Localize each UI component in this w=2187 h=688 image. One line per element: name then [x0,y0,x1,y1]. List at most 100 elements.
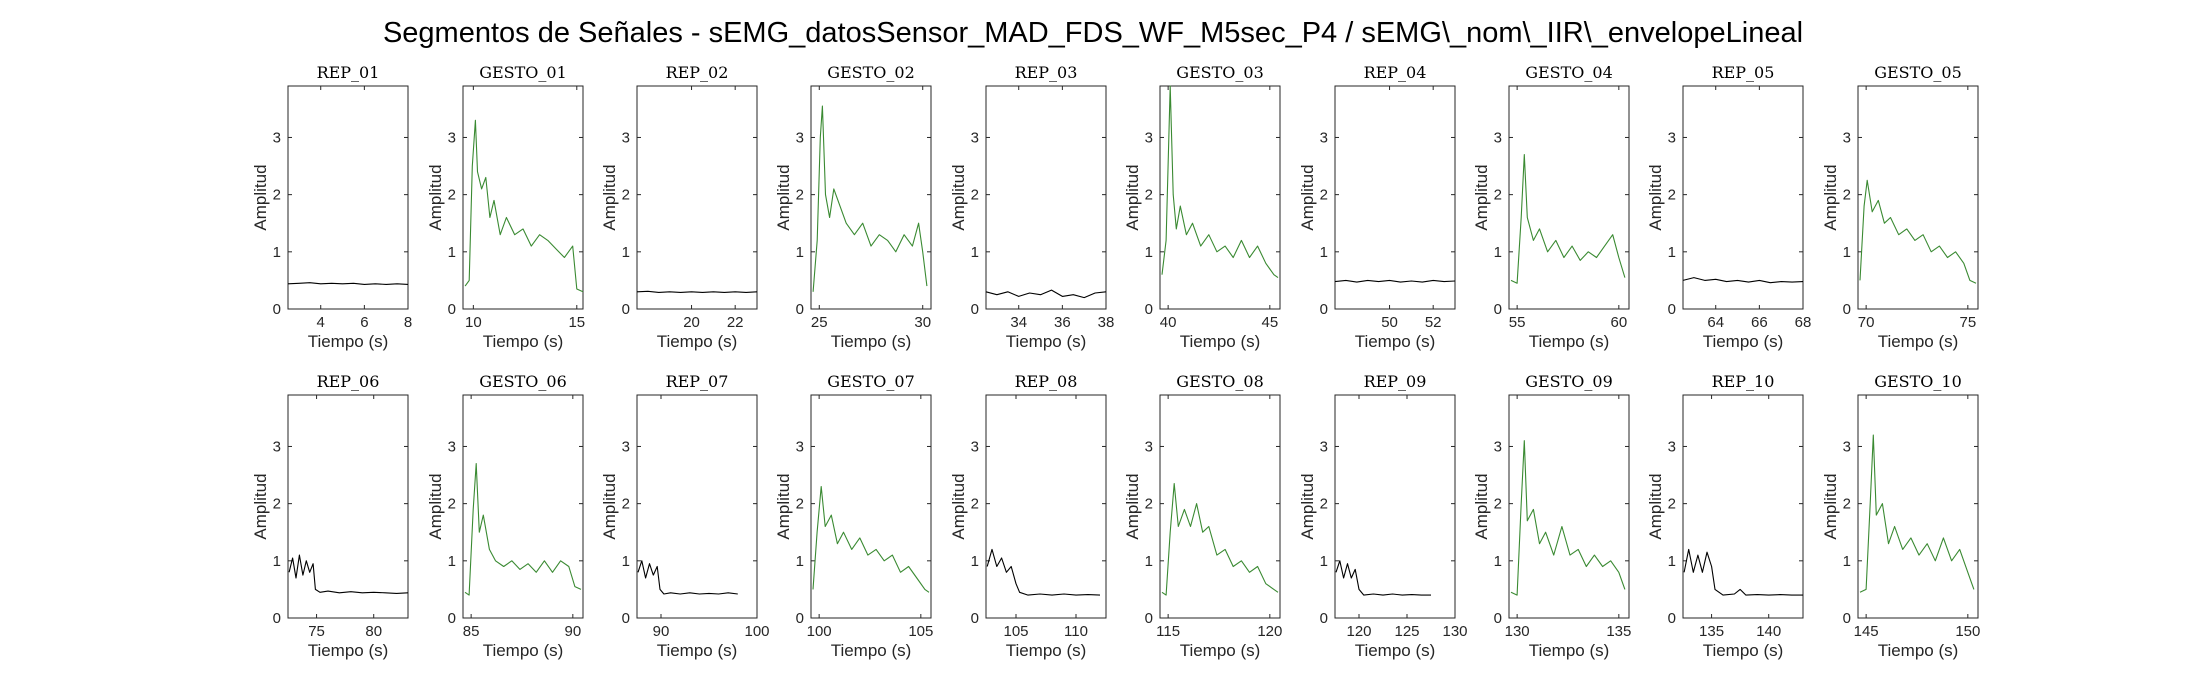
panel-10-series-line [288,554,409,594]
panel-7-title: GESTO_04 [1525,63,1613,82]
panel-16-ytick-label-3: 3 [1320,438,1328,455]
panel-6-ytick-label-1: 1 [1320,244,1328,261]
panel-7-ylabel: Amplitud [1472,164,1491,230]
panel-17-ytick-label-2: 2 [1494,496,1502,513]
panel-7-ytick-label-2: 2 [1494,187,1502,204]
panel-17-ytick-label-3: 3 [1494,438,1502,455]
panel-1-ytick-label-0: 0 [448,301,456,318]
panel-16-xtick-label-1: 125 [1394,623,1419,640]
panel-19-xtick-label-1: 150 [1955,623,1980,640]
panel-2-ylabel: Amplitud [600,164,619,230]
panel-12-ytick-label-1: 1 [622,553,630,570]
panel-9-ytick-label-0: 0 [1843,301,1851,318]
panel-14-ylabel: Amplitud [949,473,968,539]
panel-18-ytick-label-0: 0 [1668,610,1676,627]
panel-6-ytick-label-3: 3 [1320,129,1328,146]
panel-1-xtick-label-0: 10 [465,314,482,331]
panel-19: 0 1 2 3 145 150 GESTO_10 Tiempo (s) Amplitud [1821,372,1980,660]
panel-4: 0 1 2 3 34 36 38 REP_03 Tiempo (s) Amplitud [949,63,1114,351]
panel-5-ytick-label-1: 1 [1145,244,1153,261]
panel-3-xtick-label-0: 25 [811,314,828,331]
panel-12: 0 1 2 3 90 100 REP_07 Tiempo (s) Amplitud [600,372,770,660]
panel-18-xtick-label-1: 140 [1756,623,1781,640]
figure-title: Segmentos de Señales - sEMG_datosSensor_… [383,17,1803,49]
panel-9-xtick-label-0: 70 [1858,314,1875,331]
panel-11-ytick-label-1: 1 [448,553,456,570]
panel-18-series-line [1683,548,1803,596]
panel-0-xtick-label-0: 4 [317,314,325,331]
panel-5-series-line [1161,85,1279,279]
panel-8-ylabel: Amplitud [1646,164,1665,230]
panel-12-xlabel: Tiempo (s) [657,641,738,660]
panel-5: 0 1 2 3 40 45 GESTO_03 Tiempo (s) Amplitud [1123,63,1281,351]
panel-16-xtick-label-2: 130 [1442,623,1467,640]
panel-2-ytick-label-0: 0 [622,301,630,318]
panel-16-plot-area [1334,394,1456,619]
panel-10-xtick-label-1: 80 [365,623,382,640]
panel-7: 0 1 2 3 55 60 GESTO_04 Tiempo (s) Amplitud [1472,63,1630,351]
panel-7-plot-area [1508,85,1630,310]
panel-14-ytick-label-2: 2 [971,496,979,513]
panel-3-ytick-label-3: 3 [796,129,804,146]
panel-9-plot-area [1857,85,1979,310]
panel-9-series-line [1859,179,1977,284]
panel-13-series-line [812,485,930,593]
panel-17-series-line [1510,440,1626,596]
panel-9-title: GESTO_05 [1874,63,1962,82]
panel-8-ytick-label-3: 3 [1668,129,1676,146]
panel-16-xlabel: Tiempo (s) [1355,641,1436,660]
panel-0-ytick-label-3: 3 [273,129,281,146]
panel-12-xtick-label-1: 100 [744,623,769,640]
panel-6-series-line [1334,279,1456,283]
panel-16-series-line [1335,560,1431,596]
panel-0-ylabel: Amplitud [251,164,270,230]
panel-17-ylabel: Amplitud [1472,473,1491,539]
panel-13-xlabel: Tiempo (s) [831,641,912,660]
panel-14-title: REP_08 [1015,372,1078,391]
panel-3-xlabel: Tiempo (s) [831,332,912,351]
panel-10-ytick-label-3: 3 [273,438,281,455]
panel-3-ytick-label-2: 2 [796,187,804,204]
panel-6-xtick-label-0: 50 [1381,314,1398,331]
panel-0-plot-area [287,85,409,310]
panel-16-xtick-label-0: 120 [1346,623,1371,640]
panel-12-ylabel: Amplitud [600,473,619,539]
panel-5-xlabel: Tiempo (s) [1180,332,1261,351]
panel-2-title: REP_02 [666,63,729,82]
panel-5-ytick-label-3: 3 [1145,129,1153,146]
panel-10: 0 1 2 3 75 80 REP_06 Tiempo (s) Amplitud [251,372,409,660]
panel-1-series-line [464,119,584,293]
panel-17-xlabel: Tiempo (s) [1529,641,1610,660]
panel-15-plot-area [1159,394,1281,619]
panel-9-ylabel: Amplitud [1821,164,1840,230]
panel-4-ytick-label-2: 2 [971,187,979,204]
panel-19-ylabel: Amplitud [1821,473,1840,539]
panel-8: 0 1 2 3 64 66 68 REP_05 Tiempo (s) Amplitud [1646,63,1811,351]
panel-4-xtick-label-0: 34 [1010,314,1027,331]
panel-16-title: REP_09 [1364,372,1427,391]
panel-1-plot-area [462,85,584,310]
panel-14-plot-area [985,394,1107,619]
panel-2-ytick-label-2: 2 [622,187,630,204]
panel-15-xtick-label-0: 115 [1156,623,1180,640]
panel-7-xtick-label-1: 60 [1610,314,1627,331]
panel-0-ytick-label-0: 0 [273,301,281,318]
panel-12-title: REP_07 [666,372,729,391]
panel-1-ytick-label-1: 1 [448,244,456,261]
panel-6-xtick-label-1: 52 [1425,314,1442,331]
panel-7-ytick-label-1: 1 [1494,244,1502,261]
panel-5-xtick-label-1: 45 [1261,314,1278,331]
panel-3-ylabel: Amplitud [774,164,793,230]
panel-15-xtick-label-1: 120 [1257,623,1282,640]
panel-10-xlabel: Tiempo (s) [308,641,389,660]
panel-13-xtick-label-1: 105 [908,623,933,640]
panel-19-series-line [1859,434,1975,593]
panel-16-ytick-label-1: 1 [1320,553,1328,570]
panel-2-xtick-label-0: 20 [683,314,700,331]
panel-14: 0 1 2 3 105 110 REP_08 Tiempo (s) Amplitud [949,372,1107,660]
panel-17-xtick-label-1: 135 [1606,623,1631,640]
panel-3-series-line [812,105,928,292]
panel-4-xlabel: Tiempo (s) [1006,332,1087,351]
panel-7-xlabel: Tiempo (s) [1529,332,1610,351]
